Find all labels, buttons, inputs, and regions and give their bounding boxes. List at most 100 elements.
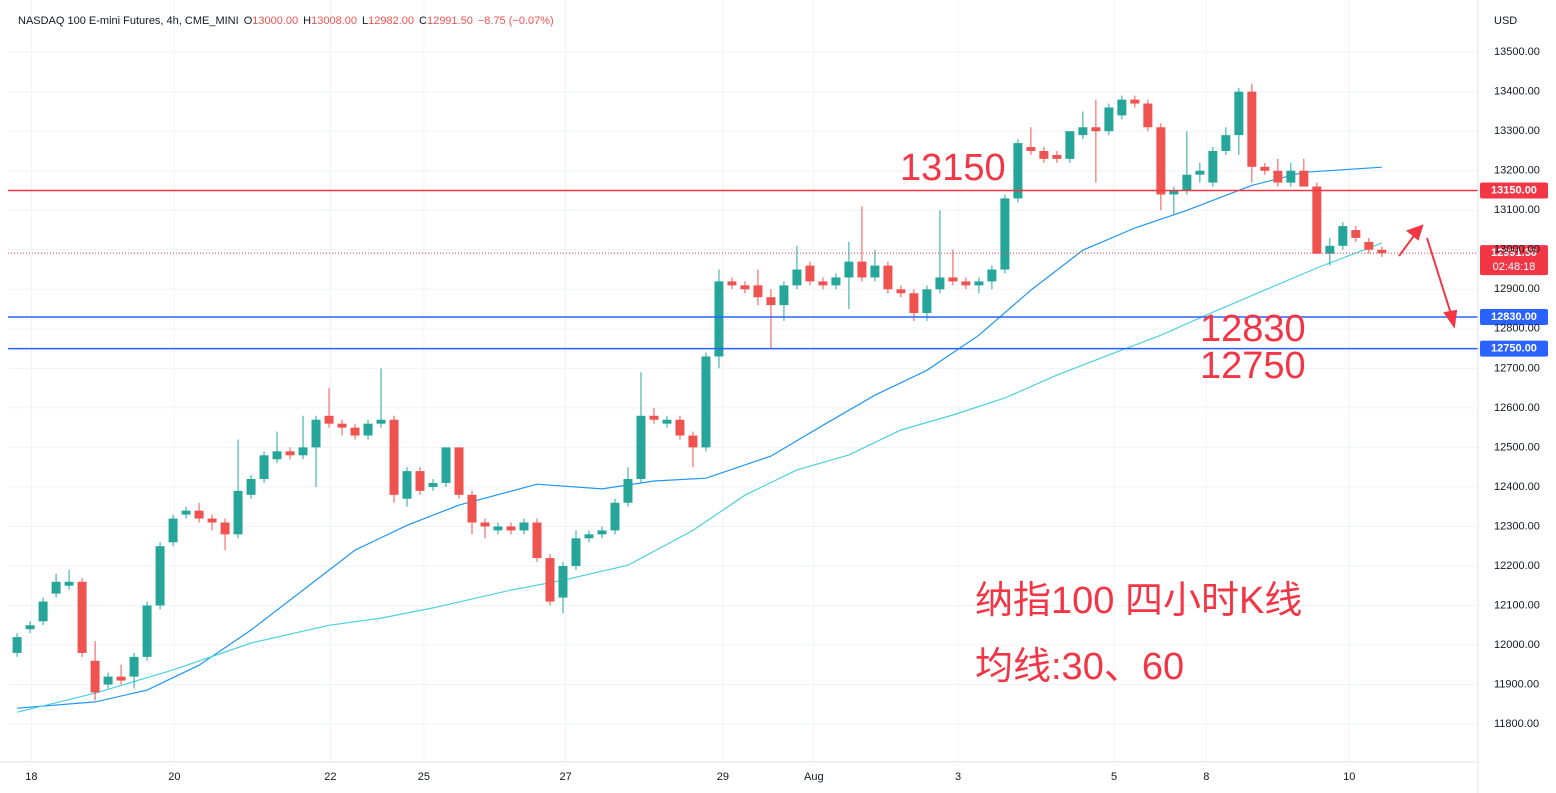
candle-body — [662, 419, 672, 424]
annotation: 12750 — [1200, 345, 1306, 387]
x-tick-label: 18 — [25, 771, 37, 783]
candle-body — [207, 518, 217, 523]
arrow — [1426, 237, 1452, 315]
candle-body — [987, 269, 997, 282]
candle-body — [1117, 99, 1127, 116]
y-tick-label: 12000.00 — [1494, 639, 1540, 651]
candle-body — [831, 277, 841, 286]
ohlc-value: 12991.50 — [426, 15, 473, 27]
candle-body — [623, 479, 633, 503]
candle-body — [1130, 99, 1140, 104]
candle-body — [402, 471, 412, 499]
candle-body — [1286, 170, 1296, 183]
annotation: 均线:30、60 — [975, 646, 1184, 688]
candle-body — [805, 265, 815, 282]
y-tick-label: 12800.00 — [1494, 323, 1540, 335]
annotation: 12830 — [1200, 308, 1306, 350]
ohlc-key: L — [361, 15, 369, 27]
candle-body — [909, 293, 919, 314]
candle-body — [597, 530, 607, 535]
candle-body — [1299, 170, 1309, 187]
last-price-box — [1480, 245, 1548, 276]
currency-label: USD — [1494, 15, 1517, 27]
candle-body — [116, 676, 126, 681]
y-tick-label: 12100.00 — [1494, 599, 1540, 611]
candle-body — [194, 510, 204, 519]
candle-body — [480, 522, 490, 527]
candle-body — [1026, 147, 1036, 151]
candle-body — [1143, 103, 1153, 128]
candle-body — [1156, 127, 1166, 195]
candle-body — [935, 277, 945, 290]
candle-body — [363, 423, 373, 436]
candle-body — [740, 285, 750, 290]
candle-body — [298, 447, 308, 456]
y-tick-label: 11800.00 — [1494, 718, 1539, 730]
candle-body — [571, 538, 581, 566]
annotation: 纳指100 四小时K线 — [975, 580, 1302, 622]
candle-body — [324, 415, 334, 424]
level-label-box — [1480, 340, 1548, 357]
ohlc-value: 12982.00 — [368, 15, 414, 27]
arrow-head — [1443, 309, 1458, 329]
candle-body — [844, 261, 854, 278]
candle-body — [1169, 190, 1179, 195]
y-tick-label: 12500.00 — [1494, 441, 1540, 453]
candle-body — [77, 581, 87, 653]
level-label: 12750.00 — [1491, 342, 1537, 354]
candle-body — [376, 419, 386, 424]
candle-body — [714, 281, 724, 357]
ohlc-key: C — [419, 15, 427, 27]
price-change: −8.75 (−0.07%) — [477, 15, 554, 27]
x-tick-label: 10 — [1343, 771, 1355, 783]
candle-body — [792, 269, 802, 286]
candle-body — [389, 419, 399, 495]
y-tick-label: 13100.00 — [1494, 204, 1540, 216]
candle-body — [233, 490, 243, 535]
y-tick-label: 13400.00 — [1494, 86, 1540, 98]
candle-body — [961, 281, 971, 286]
candle-body — [558, 565, 568, 598]
candle-body — [103, 676, 113, 685]
candle-body — [1208, 150, 1218, 183]
candle-body — [649, 415, 659, 420]
x-tick-label: 22 — [324, 771, 336, 783]
candle-body — [272, 451, 282, 460]
arrow — [1398, 232, 1417, 257]
candle-body — [974, 281, 984, 286]
candle-body — [857, 261, 867, 278]
candle-body — [220, 522, 230, 535]
candle-body — [337, 423, 347, 428]
level-label-box — [1480, 182, 1548, 199]
candle-body — [610, 502, 620, 531]
candle-body — [90, 660, 100, 693]
candle-body — [1364, 241, 1374, 250]
candle-body — [727, 281, 737, 286]
candle-body — [883, 265, 893, 290]
ohlc-value: 13000.00 — [252, 15, 299, 27]
candle-body — [675, 419, 685, 436]
candle-body — [753, 285, 763, 298]
x-tick-label: 8 — [1203, 771, 1209, 783]
y-tick-label: 12600.00 — [1494, 402, 1540, 414]
candle-body — [493, 526, 503, 531]
y-tick-label: 12400.00 — [1494, 481, 1540, 493]
candle-body — [1247, 91, 1257, 167]
candle-body — [51, 581, 61, 594]
last-price-label: 12991.50 — [1491, 247, 1537, 259]
moving-average — [17, 166, 1382, 709]
x-tick-label: 3 — [955, 771, 961, 783]
candle-body — [142, 605, 152, 657]
candle-body — [922, 289, 932, 314]
candle-body — [1195, 170, 1205, 175]
x-tick-label: 5 — [1111, 771, 1117, 783]
candle-body — [38, 601, 48, 622]
y-tick-label: 13000.00 — [1494, 244, 1540, 256]
symbol-title: NASDAQ 100 E-mini Futures, 4h, CME_MINI — [18, 15, 239, 27]
y-tick-label: 13200.00 — [1494, 165, 1540, 177]
candle-body — [896, 289, 906, 294]
candle-body — [545, 558, 555, 602]
